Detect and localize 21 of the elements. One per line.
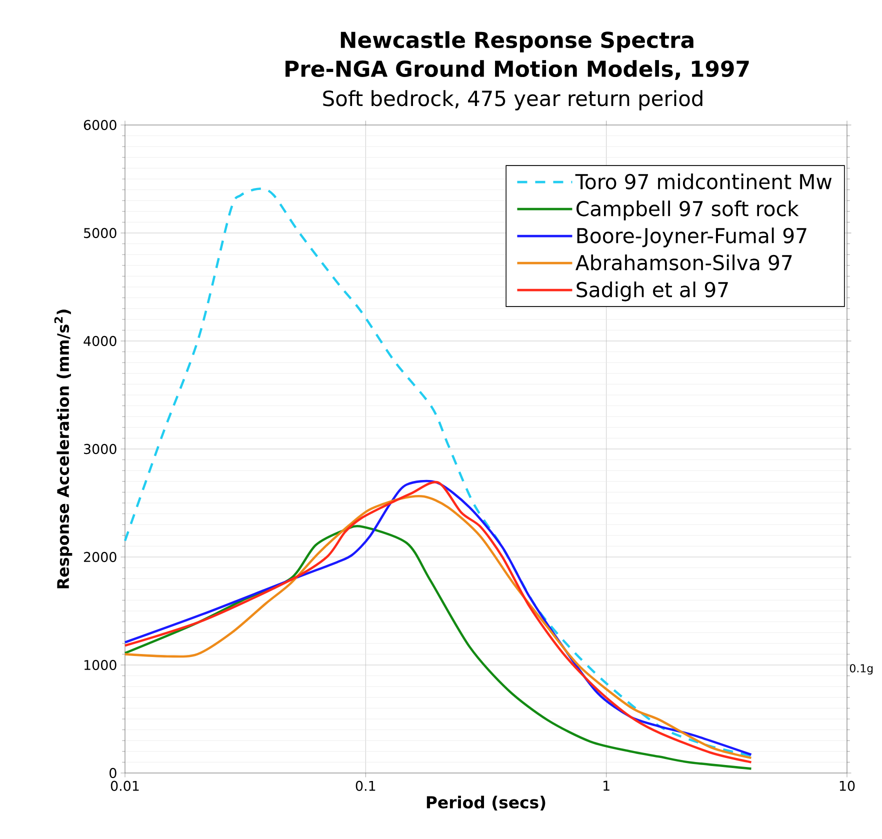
y-tick-label: 1000: [84, 660, 116, 670]
legend-label: Sadigh et al 97: [576, 282, 728, 302]
y-tick-label: 5000: [84, 228, 116, 238]
legend-label: Abrahamson-Silva 97: [576, 254, 792, 270]
x-tick-label: 0.1: [356, 780, 376, 791]
text: 0.1g: [850, 664, 873, 675]
x-tick-label: 10: [840, 780, 855, 791]
x-tick-label: 1: [604, 780, 610, 791]
y-tick-label: 6000: [84, 120, 116, 130]
y-axis-title: Response Acceleration (mm/s$^{2}$): [54, 310, 72, 588]
legend-label: Campbell 97 soft rock: [576, 200, 799, 220]
y-tick-label: 4000: [84, 336, 116, 346]
y-tick-label: 3000: [84, 444, 116, 454]
y-tick-label: 2000: [84, 552, 116, 562]
x-tick-label: 0.01: [110, 780, 139, 791]
chart-title: Newcastle Response Spectra Pre-NGA Ground Motion Models, 1997: [286, 31, 749, 80]
y-tick-label: 0: [110, 768, 116, 778]
legend-label: Boore-Joyner-Fumal 97: [577, 228, 806, 248]
x-axis-title: Period (secs): [426, 796, 546, 810]
legend-label: Toro 97 midcontinent Mw: [575, 174, 832, 190]
chart-subtitle: Soft bedrock, 475 year return period: [323, 90, 702, 110]
